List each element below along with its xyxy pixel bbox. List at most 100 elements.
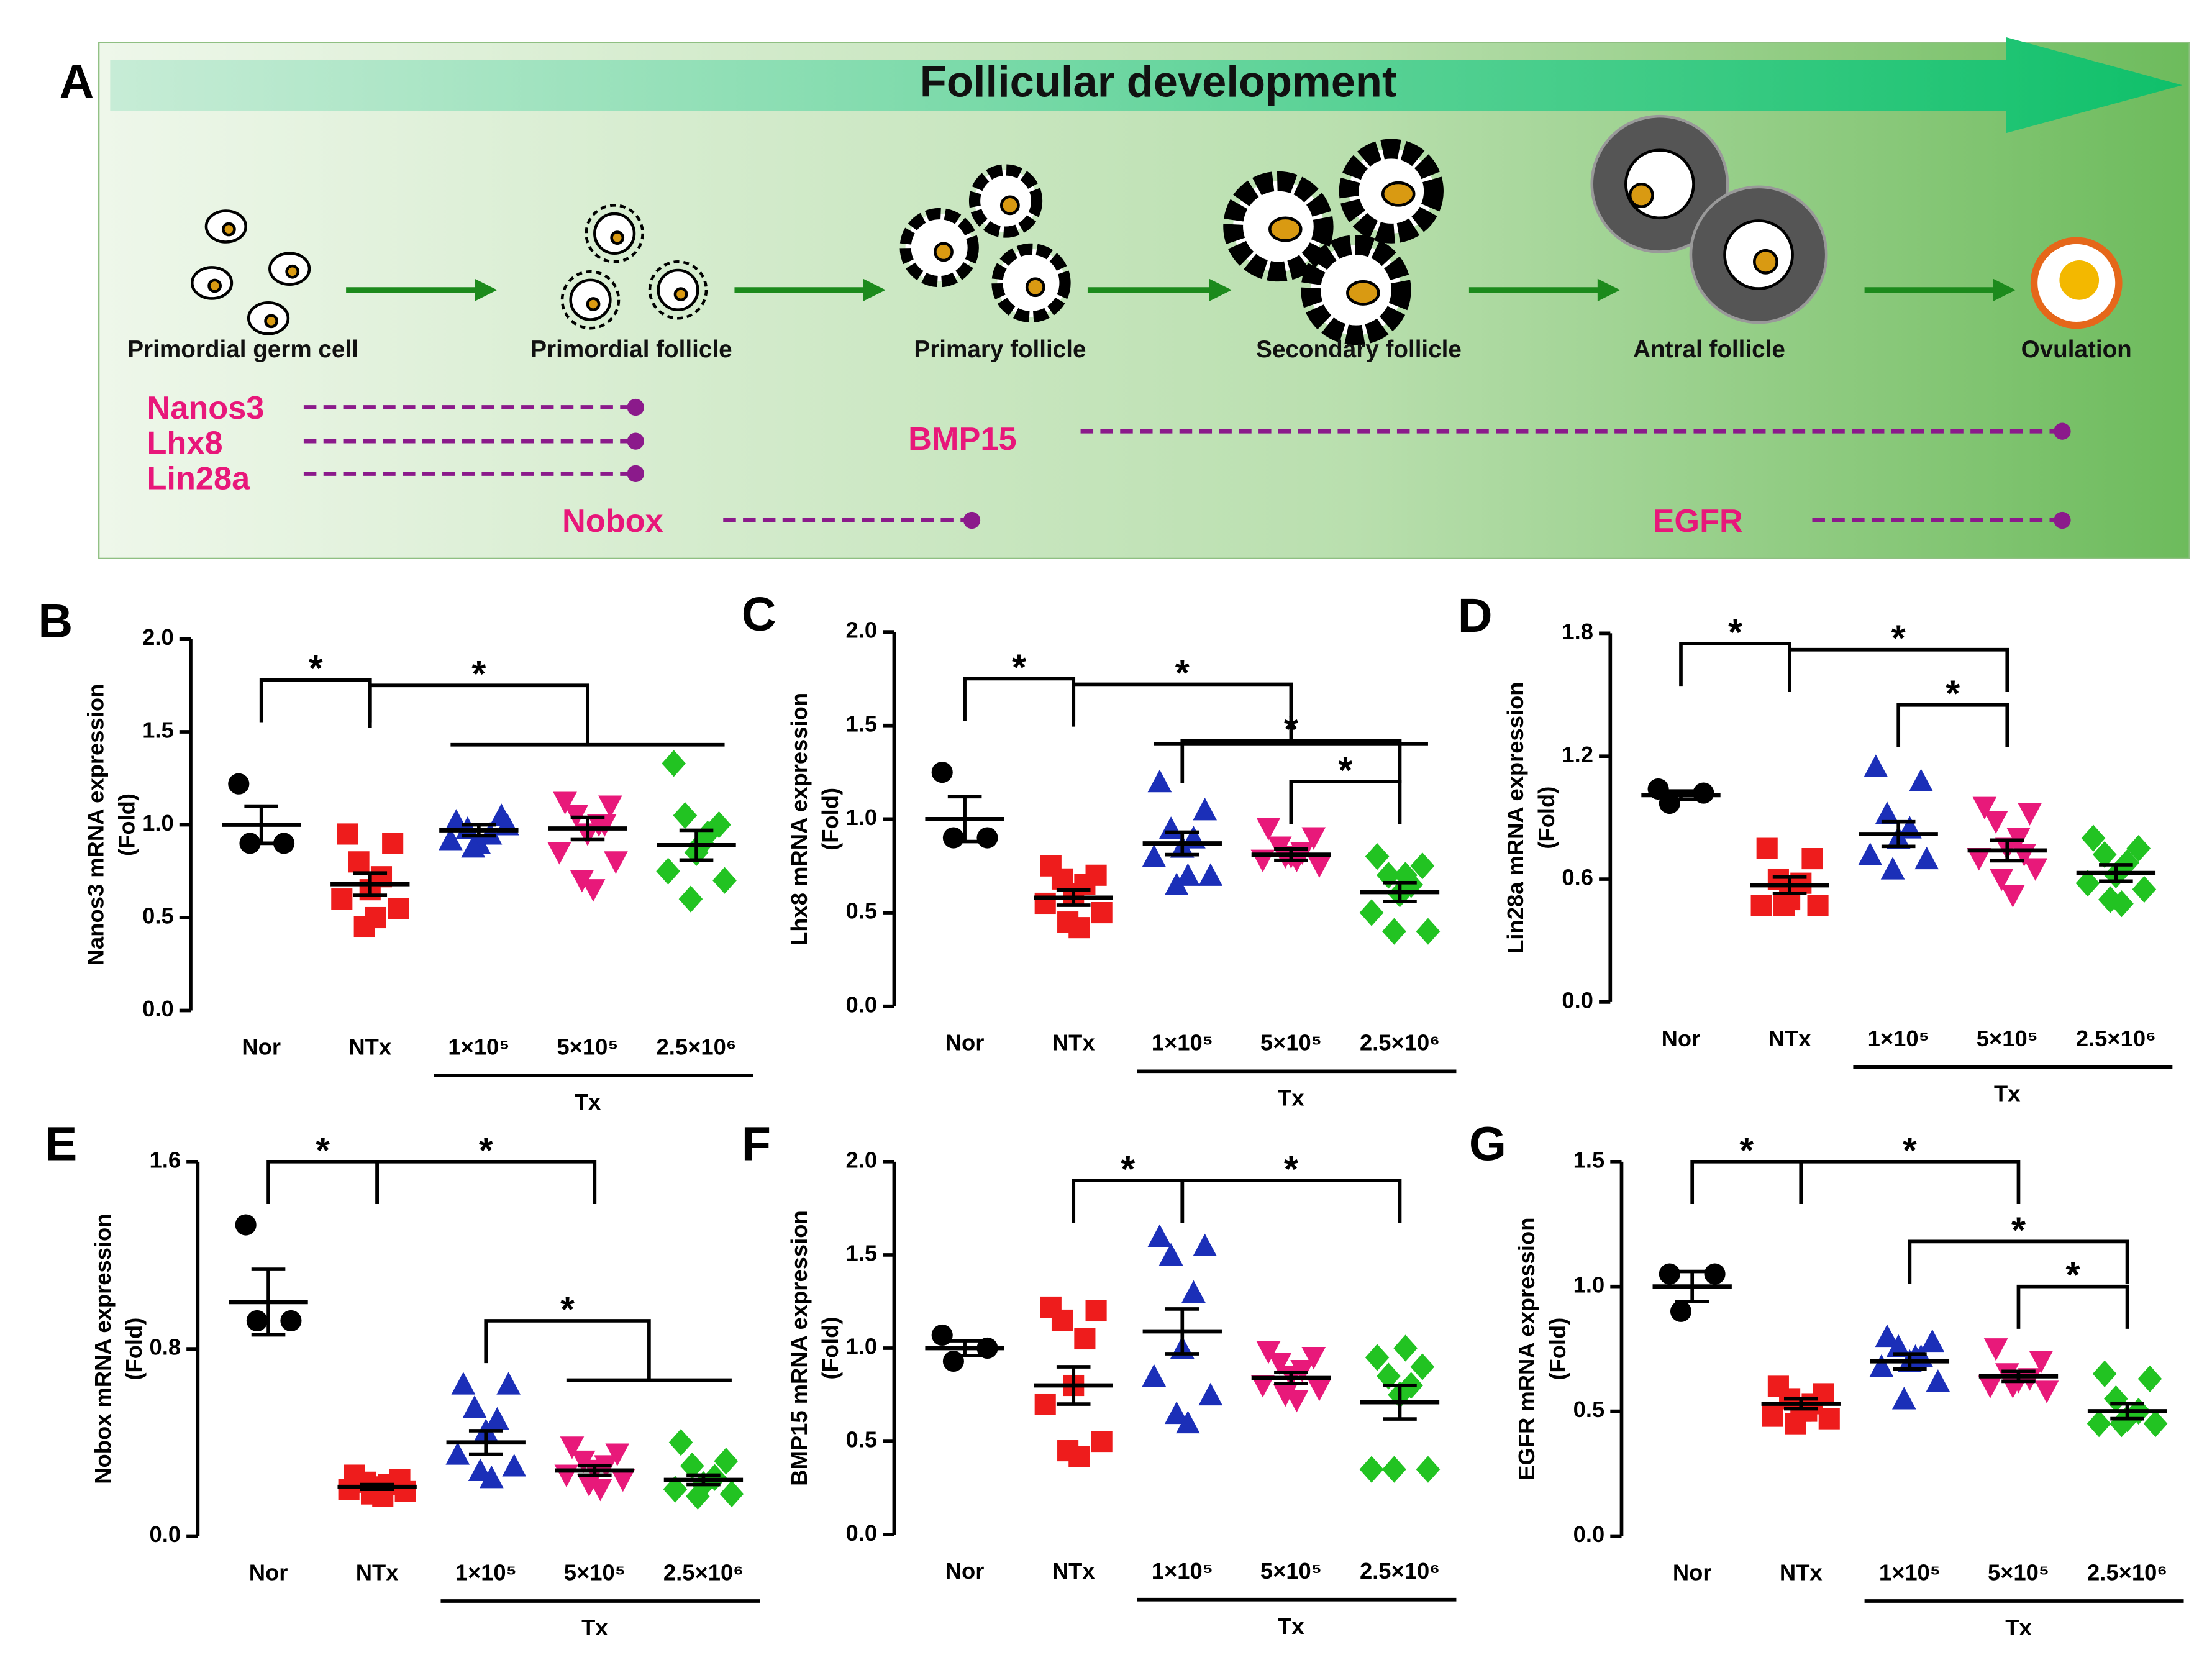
data-point <box>1301 1346 1326 1370</box>
x-tick-label: Nor <box>242 1034 281 1060</box>
data-point <box>1807 895 1829 916</box>
significance-bracket <box>1289 780 1402 824</box>
sem-bar <box>1165 830 1199 857</box>
group-label: Tx <box>1278 1613 1304 1639</box>
stage-label: Primordial follicle <box>530 336 732 363</box>
significance-label: * <box>1739 1129 1754 1171</box>
gene-label: BMP15 <box>908 421 1016 457</box>
data-point <box>656 857 680 885</box>
sem-bar <box>1056 888 1091 907</box>
data-point <box>942 827 964 849</box>
sem-bar <box>1274 847 1308 862</box>
sem-bar <box>1274 1371 1308 1385</box>
data-point <box>1250 1374 1275 1398</box>
x-tick-label: 1×10⁵ <box>1152 1030 1213 1056</box>
data-point <box>1176 863 1200 886</box>
y-tick-label: 1.0 <box>142 810 174 836</box>
data-point <box>273 833 295 854</box>
data-point <box>581 879 606 902</box>
data-point <box>604 851 628 874</box>
data-point <box>560 1436 585 1459</box>
group-label: Tx <box>575 1089 601 1115</box>
significance-label: * <box>479 1129 493 1171</box>
significance-bracket <box>368 683 725 747</box>
data-point <box>1176 1410 1200 1434</box>
x-tick-label: NTx <box>1780 1559 1823 1585</box>
x-tick-label: 2.5×10⁶ <box>1360 1030 1440 1056</box>
data-point <box>485 1407 509 1430</box>
data-point <box>1256 818 1281 841</box>
sem-bar <box>244 804 278 846</box>
y-axis-label: (Fold) <box>817 1316 843 1379</box>
significance-label: * <box>2066 1254 2080 1296</box>
y-axis-label: Lhx8 mRNA expression <box>786 693 812 946</box>
sem-bar <box>251 1267 286 1337</box>
data-point <box>480 1465 504 1489</box>
data-point <box>496 1372 521 1395</box>
data-point <box>680 1452 704 1480</box>
data-point <box>712 867 737 894</box>
y-axis-label: Lin28a mRNA expression <box>1503 682 1528 953</box>
sem-bar <box>570 815 605 842</box>
data-point <box>280 1310 302 1331</box>
chart-panel: E Nobox mRNA expression (Fold) 0.0 0.8 1.6 Nor… <box>45 1118 760 1640</box>
sem-bar <box>468 1429 503 1456</box>
data-point <box>462 1395 487 1418</box>
data-point <box>2081 824 2106 852</box>
significance-label: * <box>1121 1148 1135 1190</box>
panel-letter: B <box>38 595 73 648</box>
y-tick-label: 0.0 <box>846 992 878 1017</box>
significance-label: * <box>1175 652 1190 693</box>
significance-bracket <box>375 1159 597 1205</box>
data-point <box>1147 1224 1172 1247</box>
x-tick-label: Nor <box>1673 1559 1712 1585</box>
significance-label: * <box>1012 646 1026 688</box>
y-axis-label: BMP15 mRNA expression <box>786 1210 812 1485</box>
data-point <box>1365 843 1390 870</box>
group-label: Tx <box>2005 1615 2031 1640</box>
x-tick-label: 5×10⁵ <box>1260 1030 1322 1056</box>
stage-arrows <box>346 278 2016 301</box>
data-point <box>1920 1329 1945 1353</box>
data-point <box>570 870 594 893</box>
gene-label: Nobox <box>562 503 663 539</box>
significance-bracket <box>1799 1159 2021 1205</box>
data-point <box>547 842 571 865</box>
sem-bar <box>1783 1397 1818 1411</box>
data-point <box>1193 798 1218 821</box>
data-point <box>2087 1410 2111 1438</box>
data-point <box>1416 1456 1441 1483</box>
significance-label: * <box>560 1289 575 1330</box>
data-point <box>1285 1389 1309 1413</box>
data-point <box>1193 1233 1218 1256</box>
data-point <box>1983 1338 2008 1361</box>
significance-label: * <box>1338 749 1352 791</box>
data-point <box>1376 1362 1401 1390</box>
data-point <box>439 828 463 851</box>
y-tick-label: 2.0 <box>846 1147 878 1172</box>
data-point <box>1983 811 2008 834</box>
sem-bar <box>1165 1307 1199 1356</box>
data-point <box>1301 827 1326 850</box>
y-axis-label: (Fold) <box>114 793 140 856</box>
data-point <box>931 1324 953 1346</box>
y-axis-label: (Fold) <box>1545 1318 1570 1380</box>
data-point <box>2023 858 2048 881</box>
data-point <box>1091 1431 1113 1453</box>
group-label: Tx <box>581 1615 608 1640</box>
data-point <box>246 1310 268 1331</box>
data-point <box>942 1350 964 1372</box>
data-point <box>1181 1280 1206 1303</box>
panel-letter: D <box>1458 589 1493 642</box>
x-tick-label: Nor <box>945 1030 985 1056</box>
data-point <box>2137 1365 2162 1392</box>
x-tick-label: NTx <box>1052 1558 1095 1584</box>
significance-bracket <box>1180 739 1402 783</box>
panel-a: A Follicular development Primordial ger <box>60 37 2190 559</box>
data-point <box>2029 1351 2054 1374</box>
significance-label: * <box>1284 1148 1298 1190</box>
y-tick-label: 0.5 <box>1573 1397 1605 1422</box>
x-tick-label: Nor <box>1662 1026 1701 1051</box>
y-axis-label: (Fold) <box>1534 787 1559 849</box>
development-arrow <box>110 37 2183 134</box>
